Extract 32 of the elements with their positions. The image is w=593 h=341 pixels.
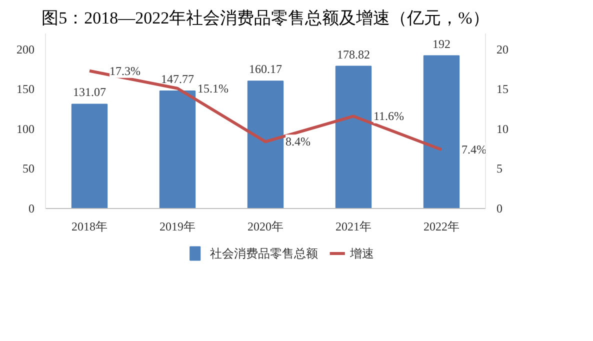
x-tick-label: 2018年 [72, 220, 108, 234]
x-tick-label: 2020年 [248, 220, 284, 234]
data-label: 160.17 [249, 62, 282, 76]
data-label: 192 [432, 36, 450, 51]
y2-tick-label: 10 [496, 122, 508, 136]
data-label: 147.77 [161, 72, 194, 86]
y-tick-label: 150 [16, 82, 34, 96]
chart-title: 图5：2018—2022年社会消费品零售总额及增速（亿元，%） [42, 8, 490, 28]
data-label: 178.82 [337, 47, 370, 62]
y-tick-label: 0 [28, 202, 34, 216]
y-tick-label: 50 [22, 162, 34, 176]
bar [247, 80, 284, 208]
y-tick-label: 200 [16, 42, 34, 56]
y2-tick-label: 0 [496, 202, 502, 216]
x-tick-label: 2021年 [336, 220, 372, 234]
data-label: 131.07 [73, 85, 106, 100]
bar [423, 55, 460, 208]
bar [335, 66, 372, 208]
y2-tick-label: 15 [496, 82, 508, 96]
legend-label: 社会消费品零售总额 [210, 246, 318, 260]
data-label: 15.1% [198, 81, 228, 96]
data-label: 8.4% [286, 134, 310, 149]
y2-tick-label: 5 [496, 162, 502, 176]
x-tick-label: 2019年 [160, 220, 196, 234]
y-tick-label: 100 [16, 122, 34, 136]
bar [159, 90, 196, 208]
data-label: 17.3% [110, 64, 140, 78]
x-tick-label: 2022年 [424, 220, 460, 234]
data-label: 11.6% [374, 109, 404, 124]
bar [71, 104, 108, 208]
y2-tick-label: 20 [496, 42, 508, 56]
legend-label: 增速 [348, 246, 374, 260]
